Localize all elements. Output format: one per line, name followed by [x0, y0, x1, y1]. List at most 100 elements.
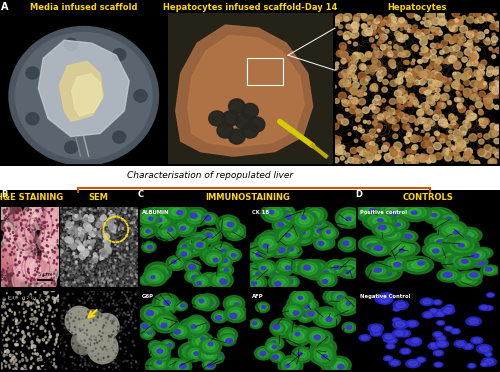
Circle shape — [495, 22, 500, 27]
Circle shape — [135, 294, 136, 295]
Circle shape — [178, 318, 206, 339]
Circle shape — [398, 203, 432, 221]
Circle shape — [386, 337, 397, 344]
Circle shape — [116, 305, 117, 306]
Circle shape — [481, 306, 487, 309]
Circle shape — [6, 237, 25, 263]
Circle shape — [52, 250, 64, 265]
Circle shape — [422, 209, 442, 221]
Circle shape — [4, 237, 6, 238]
Circle shape — [182, 345, 201, 359]
Circle shape — [257, 349, 270, 358]
Circle shape — [76, 220, 78, 222]
Circle shape — [411, 159, 416, 163]
Circle shape — [378, 267, 386, 272]
Circle shape — [88, 313, 89, 314]
Circle shape — [449, 25, 455, 31]
Circle shape — [178, 249, 191, 258]
Circle shape — [90, 231, 91, 232]
Circle shape — [78, 246, 84, 252]
Circle shape — [477, 77, 484, 83]
Circle shape — [210, 255, 218, 262]
Circle shape — [192, 295, 212, 310]
Circle shape — [40, 314, 42, 316]
Circle shape — [72, 275, 73, 276]
Circle shape — [48, 295, 49, 298]
Circle shape — [7, 273, 8, 275]
Circle shape — [110, 261, 111, 263]
Circle shape — [4, 215, 25, 243]
Circle shape — [122, 259, 123, 260]
Circle shape — [420, 21, 424, 24]
Circle shape — [308, 311, 317, 318]
Circle shape — [77, 256, 78, 257]
Circle shape — [410, 97, 417, 103]
Circle shape — [360, 208, 380, 219]
Circle shape — [310, 332, 318, 339]
Circle shape — [210, 112, 224, 125]
Circle shape — [479, 252, 486, 256]
Circle shape — [182, 246, 187, 250]
Circle shape — [369, 266, 388, 277]
Circle shape — [47, 315, 48, 317]
Circle shape — [6, 239, 8, 241]
Circle shape — [494, 150, 498, 154]
Circle shape — [385, 335, 392, 339]
Circle shape — [84, 250, 89, 256]
Circle shape — [32, 314, 33, 316]
Circle shape — [102, 211, 104, 213]
Circle shape — [70, 240, 71, 242]
Circle shape — [116, 315, 117, 316]
Circle shape — [120, 299, 121, 301]
Circle shape — [304, 265, 314, 272]
Circle shape — [112, 369, 114, 370]
Circle shape — [254, 233, 281, 253]
Circle shape — [108, 219, 110, 221]
Circle shape — [186, 210, 205, 224]
Circle shape — [297, 295, 306, 302]
Circle shape — [496, 85, 500, 91]
Circle shape — [110, 278, 111, 279]
Circle shape — [127, 247, 128, 248]
Circle shape — [126, 225, 128, 227]
Circle shape — [156, 316, 174, 330]
Circle shape — [320, 275, 334, 285]
Circle shape — [2, 306, 3, 308]
Circle shape — [367, 134, 370, 136]
Circle shape — [40, 258, 41, 259]
Circle shape — [44, 256, 45, 257]
Circle shape — [445, 151, 448, 154]
Circle shape — [224, 248, 242, 262]
Circle shape — [415, 128, 418, 130]
Circle shape — [61, 317, 62, 318]
Circle shape — [426, 141, 432, 148]
Circle shape — [112, 131, 126, 143]
Circle shape — [8, 297, 10, 298]
Circle shape — [52, 251, 53, 252]
Circle shape — [136, 209, 160, 226]
Circle shape — [42, 250, 43, 252]
Circle shape — [67, 294, 68, 295]
Circle shape — [25, 208, 36, 224]
Circle shape — [216, 215, 240, 233]
Circle shape — [22, 340, 24, 343]
Circle shape — [0, 249, 10, 269]
Circle shape — [318, 354, 333, 365]
Circle shape — [7, 340, 8, 341]
Circle shape — [48, 308, 50, 311]
Circle shape — [416, 357, 426, 362]
Circle shape — [446, 151, 450, 155]
Circle shape — [18, 303, 19, 305]
Circle shape — [424, 20, 432, 27]
Circle shape — [372, 121, 377, 125]
Circle shape — [306, 329, 328, 345]
Circle shape — [117, 330, 118, 331]
Circle shape — [248, 245, 264, 257]
Circle shape — [188, 349, 192, 352]
Circle shape — [103, 244, 104, 245]
Circle shape — [70, 232, 71, 234]
Circle shape — [454, 227, 482, 243]
Circle shape — [423, 208, 446, 221]
Circle shape — [486, 307, 492, 310]
Circle shape — [136, 224, 138, 225]
